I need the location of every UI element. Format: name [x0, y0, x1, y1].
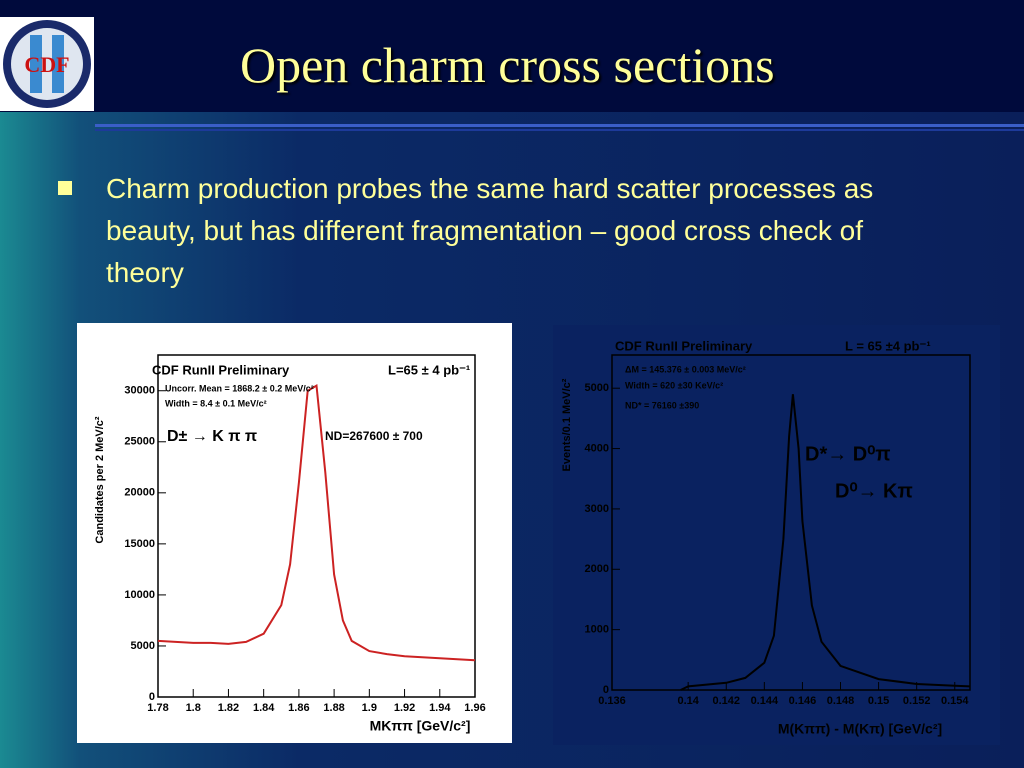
annotation: L=65 ± 4 pb⁻¹	[388, 362, 470, 377]
annotation: ΔM = 145.376 ± 0.003 MeV/c²	[625, 364, 746, 374]
y-tick-label: 30000	[124, 385, 155, 397]
rule	[95, 129, 1024, 131]
chart-title: CDF RunII Preliminary	[152, 362, 290, 377]
x-tick-label: 1.78	[147, 702, 168, 714]
annotation: ND=267600 ± 700	[325, 429, 423, 443]
x-tick-label: 1.8	[186, 702, 201, 714]
x-tick-label: 1.88	[323, 702, 344, 714]
rule	[95, 124, 1024, 127]
y-tick-label: 0	[149, 691, 155, 703]
y-tick-label: 4000	[585, 442, 609, 454]
annotation: D*→ D⁰π	[805, 443, 891, 465]
x-tick-label: 0.152	[903, 695, 931, 707]
y-axis-label: Candidates per 2 MeV/c²	[94, 416, 106, 543]
x-tick-label: 1.9	[362, 702, 377, 714]
x-tick-label: 1.92	[394, 702, 415, 714]
annotation: Width = 620 ±30 KeV/c²	[625, 380, 723, 390]
y-tick-label: 10000	[124, 589, 155, 601]
annotation: Uncorr. Mean = 1868.2 ± 0.2 MeV/c²	[165, 383, 314, 393]
x-tick-label: 0.136	[598, 695, 626, 707]
annotation: Width = 8.4 ± 0.1 MeV/c²	[165, 398, 267, 408]
x-tick-label: 0.144	[751, 695, 779, 707]
y-tick-label: 20000	[124, 487, 155, 499]
y-tick-label: 1000	[585, 624, 609, 636]
logo-text: CDF	[24, 52, 69, 77]
y-tick-label: 25000	[124, 436, 155, 448]
x-axis-label: M(Kππ) - M(Kπ) [GeV/c²]	[778, 721, 942, 737]
chart-panel	[553, 325, 1000, 745]
x-tick-label: 0.148	[827, 695, 855, 707]
chart-panel	[77, 323, 512, 743]
data-line	[680, 394, 971, 691]
x-tick-label: 1.82	[218, 702, 239, 714]
data-line	[157, 383, 476, 662]
header-bar	[0, 0, 1024, 112]
plot-frame	[611, 354, 971, 691]
plot-frame	[157, 354, 476, 698]
y-tick-label: 5000	[131, 640, 155, 652]
annotation: D⁰→ Kπ	[835, 480, 913, 502]
annotation: D± → K π π	[167, 428, 257, 445]
annotation: L = 65 ±4 pb⁻¹	[845, 338, 931, 353]
annotation: ND* = 76160 ±390	[625, 400, 699, 410]
x-tick-label: 1.96	[464, 702, 485, 714]
y-tick-label: 15000	[124, 538, 155, 550]
slide-title: Open charm cross sections	[240, 37, 775, 93]
y-tick-label: 3000	[585, 503, 609, 515]
x-tick-label: 1.84	[253, 702, 275, 714]
bullet-marker	[58, 181, 72, 195]
x-tick-label: 0.142	[712, 695, 740, 707]
x-tick-label: 0.146	[789, 695, 817, 707]
x-tick-label: 1.86	[288, 702, 309, 714]
y-tick-label: 2000	[585, 563, 609, 575]
y-tick-label: 0	[603, 684, 609, 696]
x-tick-label: 0.154	[941, 695, 969, 707]
chart-title: CDF RunII Preliminary	[615, 338, 753, 353]
x-tick-label: 1.94	[429, 702, 451, 714]
logo: CDF	[0, 17, 94, 111]
bullet-text: Charm production probes the same hard sc…	[106, 173, 874, 288]
y-tick-label: 5000	[585, 382, 609, 394]
y-axis-label: Events/0.1 MeV/c²	[561, 378, 573, 471]
x-tick-label: 0.14	[677, 695, 699, 707]
x-tick-label: 0.15	[868, 695, 889, 707]
x-axis-label: MKππ [GeV/c²]	[370, 718, 471, 734]
